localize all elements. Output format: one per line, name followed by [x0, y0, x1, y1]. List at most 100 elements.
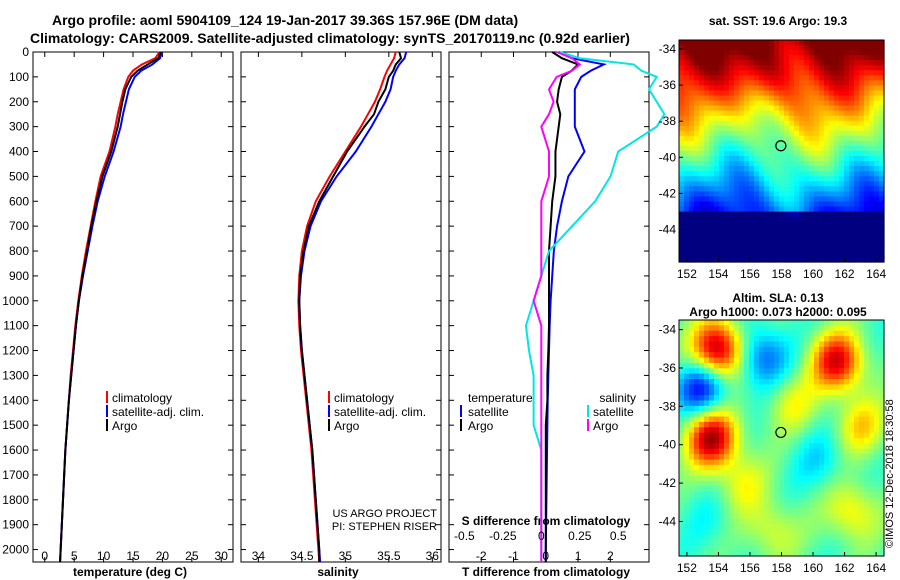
sla-heat-cell	[694, 336, 700, 343]
sst-heat-cell	[844, 196, 850, 203]
sst-heat-cell	[679, 211, 685, 218]
sst-heat-cell	[809, 100, 815, 107]
sst-heat-cell	[764, 216, 770, 223]
sst-heatmap	[679, 40, 885, 263]
sla-heat-cell	[804, 545, 810, 552]
sst-heat-cell	[819, 115, 825, 122]
depth-tick-label: 200	[9, 95, 29, 109]
sst-heat-cell	[739, 176, 745, 182]
sst-heat-cell	[819, 135, 825, 142]
sla-heat-cell	[679, 502, 685, 509]
sla-heat-cell	[704, 464, 710, 471]
sst-heat-cell	[849, 241, 855, 248]
sst-heat-cell	[839, 55, 845, 61]
sla-heat-cell	[784, 357, 790, 364]
sla-heat-cell	[834, 497, 840, 503]
sla-heat-cell	[774, 395, 780, 402]
sst-heat-cell	[844, 80, 850, 87]
sla-heat-cell	[739, 491, 745, 498]
sst-heat-cell	[719, 45, 725, 51]
sla-heat-cell	[749, 523, 755, 530]
sla-heat-cell	[784, 395, 790, 402]
sst-heat-cell	[844, 156, 850, 162]
sst-heat-cell	[809, 166, 815, 172]
sla-heat-cell	[789, 475, 795, 482]
sla-heat-cell	[754, 448, 760, 455]
sla-heat-cell	[779, 379, 785, 385]
sla-heat-cell	[839, 379, 845, 385]
sst-heat-cell	[744, 161, 750, 167]
sla-heat-cell	[859, 389, 865, 396]
sla-heat-cell	[694, 400, 700, 407]
sla-heat-cell	[879, 400, 885, 407]
sla-heat-cell	[844, 539, 850, 546]
sla-heat-cell	[824, 480, 830, 487]
sla-heat-cell	[874, 405, 880, 412]
sst-heat-cell	[694, 176, 700, 182]
sla-heat-cell	[839, 330, 845, 337]
sla-heat-cell	[814, 448, 820, 455]
sla-heat-cell	[739, 448, 745, 455]
sla-heat-cell	[829, 438, 835, 444]
sla-heat-cell	[829, 373, 835, 380]
sla-heat-cell	[734, 529, 740, 536]
sst-heat-cell	[824, 75, 830, 81]
sla-heat-cell	[759, 330, 765, 337]
sla-heat-cell	[799, 427, 805, 434]
sla-heat-cell	[809, 330, 815, 337]
sst-heat-cell	[814, 145, 820, 152]
sla-heat-cell	[804, 518, 810, 525]
sst-heat-cell	[719, 100, 725, 107]
sla_map-ytick-label: -44	[659, 514, 677, 528]
sla-heat-cell	[864, 507, 870, 514]
sst-heat-cell	[814, 115, 820, 122]
sla-heat-cell	[779, 475, 785, 482]
sst-heat-cell	[844, 181, 850, 187]
sla-heat-cell	[699, 416, 705, 423]
sst-heat-cell	[839, 100, 845, 107]
sst-heat-cell	[879, 105, 885, 112]
sst-heat-cell	[819, 110, 825, 117]
sst-heat-cell	[749, 100, 755, 107]
sla-heat-cell	[879, 325, 885, 332]
sst-heat-cell	[819, 181, 825, 187]
sla-heat-cell	[679, 507, 685, 514]
sst-heat-cell	[839, 125, 845, 132]
sla-heat-cell	[784, 529, 790, 536]
sst-heat-cell	[709, 45, 715, 51]
sla-heat-cell	[714, 438, 720, 444]
sla-heat-cell	[874, 421, 880, 428]
sst-heat-cell	[724, 70, 730, 76]
sst-heat-cell	[769, 120, 775, 127]
sla-heat-cell	[834, 416, 840, 423]
sst-heat-cell	[869, 231, 875, 238]
sst-heat-cell	[794, 145, 800, 152]
depth-tick-label: 0	[22, 45, 29, 59]
sla-heat-cell	[694, 475, 700, 482]
sla-heat-cell	[819, 480, 825, 487]
sst-heat-cell	[699, 236, 705, 243]
sst-heat-cell	[704, 201, 710, 208]
sla-heat-cell	[774, 346, 780, 353]
sla-heat-cell	[794, 497, 800, 503]
sla-heat-cell	[684, 336, 690, 343]
sla-heat-cell	[869, 443, 875, 450]
sst-heat-cell	[724, 216, 730, 223]
sst-heat-cell	[819, 140, 825, 147]
sst-heat-cell	[819, 80, 825, 87]
sst-heat-cell	[809, 65, 815, 71]
sst-heat-cell	[789, 171, 795, 177]
sst-heat-cell	[739, 151, 745, 157]
sst-heat-cell	[714, 151, 720, 157]
sst-heat-cell	[704, 206, 710, 213]
sst-heat-cell	[734, 241, 740, 248]
sla-heat-cell	[864, 491, 870, 498]
sla-heat-cell	[874, 550, 880, 557]
sla-heat-cell	[764, 427, 770, 434]
sla-heat-cell	[744, 443, 750, 450]
sst-heat-cell	[744, 110, 750, 117]
sst-heat-cell	[709, 161, 715, 167]
sst-heat-cell	[759, 176, 765, 182]
sst-heat-cell	[744, 65, 750, 71]
sst-heat-cell	[729, 216, 735, 223]
